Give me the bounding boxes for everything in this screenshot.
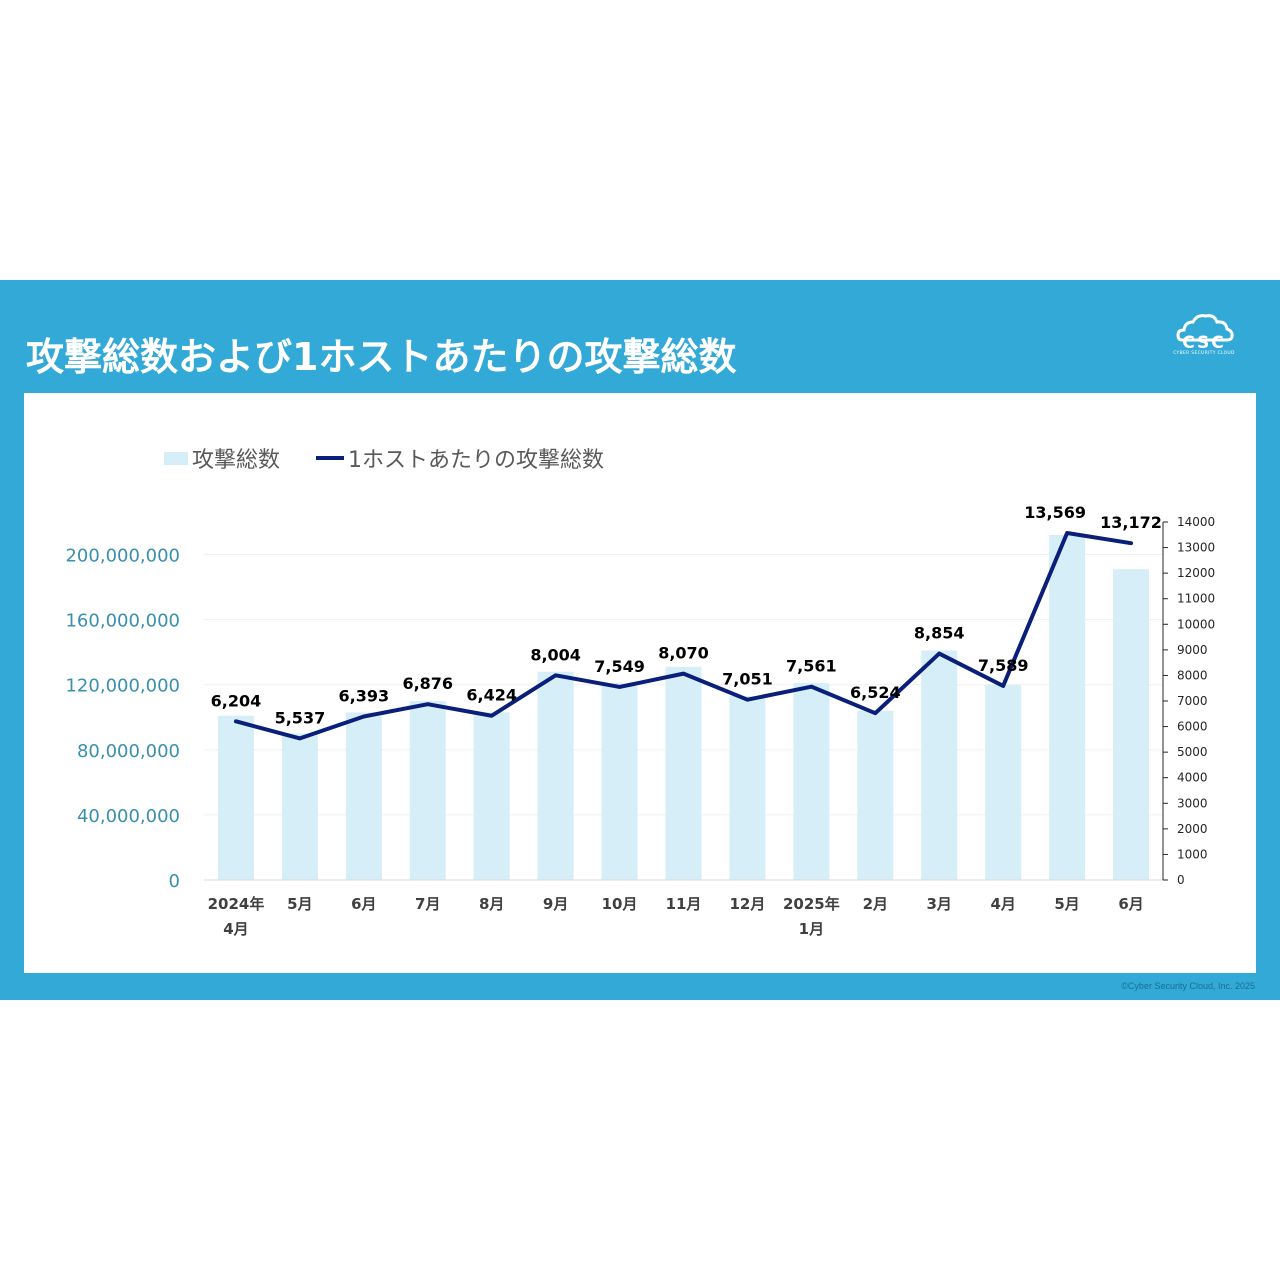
right-axis-tick-label: 6000 xyxy=(1177,720,1208,734)
data-label: 6,204 xyxy=(211,691,262,710)
right-axis-tick-label: 10000 xyxy=(1177,617,1215,631)
right-axis-tick-label: 4000 xyxy=(1177,771,1208,785)
left-axis-tick-label: 40,000,000 xyxy=(77,806,180,827)
data-label: 13,172 xyxy=(1100,513,1162,532)
x-axis-tick-label: 9月 xyxy=(543,895,568,913)
page-title: 攻撃総数および1ホストあたりの攻撃総数 xyxy=(26,335,737,379)
data-label: 6,393 xyxy=(339,687,390,706)
x-axis-labels: 2024年 4月 5月 6月 7月 8月 9月 10月 11月 12月 2025年 1月 2月 3月 4月 5… xyxy=(208,895,1144,938)
bar xyxy=(985,684,1022,880)
data-label: 6,876 xyxy=(402,674,453,693)
bar xyxy=(217,715,254,880)
right-axis-tick-label: 11000 xyxy=(1177,592,1215,606)
bar xyxy=(537,671,574,880)
right-axis-tick-label: 13000 xyxy=(1177,541,1215,555)
data-label: 7,549 xyxy=(594,657,645,676)
x-axis-tick-label: 4月 xyxy=(223,920,248,938)
bar xyxy=(921,650,958,880)
data-label: 6,524 xyxy=(850,683,901,702)
x-axis-tick-label: 3月 xyxy=(927,895,952,913)
bar xyxy=(409,701,446,880)
right-axis-tick-label: 2000 xyxy=(1177,822,1208,836)
data-label: 6,424 xyxy=(466,686,517,705)
right-axis-tick-label: 5000 xyxy=(1177,745,1208,759)
data-label: 13,569 xyxy=(1024,503,1086,522)
page-number-mark xyxy=(1240,964,1243,970)
left-axis-labels: 0 40,000,000 80,000,000 120,000,000 160,000,… xyxy=(65,546,180,892)
x-axis-tick-label: 2025年 xyxy=(783,895,840,913)
logo-text: CSC xyxy=(1182,333,1226,353)
right-axis-tick-label: 1000 xyxy=(1177,847,1208,861)
x-axis-tick-label: 5月 xyxy=(287,895,312,913)
left-axis-tick-label: 160,000,000 xyxy=(65,611,180,632)
logo-subtext: CYBER SECURITY CLOUD xyxy=(1173,351,1235,356)
data-label: 8,004 xyxy=(530,645,581,664)
data-label: 7,561 xyxy=(786,657,837,676)
bar xyxy=(665,666,702,880)
x-axis-tick-label: 12月 xyxy=(729,895,765,913)
bar xyxy=(601,683,638,880)
bar-series xyxy=(217,535,1150,880)
right-axis-tick-label: 9000 xyxy=(1177,643,1208,657)
series-line xyxy=(233,531,1134,741)
bar xyxy=(281,733,318,880)
legend: 攻撃総数 1ホストあたりの攻撃総数 xyxy=(164,448,604,473)
right-axis-labels: 0 1000 2000 3000 4000 5000 6000 7000 8000 9000 100… xyxy=(1163,515,1215,887)
right-axis-tick-label: 14000 xyxy=(1177,515,1215,529)
legend-bar-swatch xyxy=(164,452,188,465)
data-label: 5,537 xyxy=(275,708,326,727)
line-series xyxy=(233,531,1134,741)
bar xyxy=(857,710,894,880)
x-axis-tick-label: 2024年 xyxy=(208,895,265,913)
legend-bar-label: 攻撃総数 xyxy=(192,448,280,473)
left-axis-tick-label: 0 xyxy=(169,871,180,892)
x-axis-tick-label: 6月 xyxy=(351,895,376,913)
x-axis-tick-label: 10月 xyxy=(602,895,638,913)
bar xyxy=(1113,569,1150,880)
left-axis-tick-label: 200,000,000 xyxy=(65,546,180,567)
data-label: 7,051 xyxy=(722,670,773,689)
data-labels: 6,204 5,537 6,393 6,876 6,424 8,004 7,549 8,070… xyxy=(211,503,1162,727)
bar xyxy=(1049,535,1086,880)
copyright-text: ©Cyber Security Cloud, Inc. 2025 xyxy=(1121,981,1255,991)
x-axis-tick-label: 6月 xyxy=(1118,895,1143,913)
right-axis-tick-label: 12000 xyxy=(1177,566,1215,580)
x-axis-tick-label: 5月 xyxy=(1054,895,1079,913)
bar xyxy=(729,696,766,880)
left-axis-tick-label: 120,000,000 xyxy=(65,676,180,697)
right-axis-tick-label: 3000 xyxy=(1177,796,1208,810)
bar xyxy=(473,712,510,880)
data-label: 7,589 xyxy=(978,656,1029,675)
data-label: 8,854 xyxy=(914,624,965,643)
cloud-logo-icon xyxy=(1176,314,1234,342)
x-axis-tick-label: 11月 xyxy=(666,895,702,913)
right-axis-tick-label: 8000 xyxy=(1177,668,1208,682)
legend-line-label: 1ホストあたりの攻撃総数 xyxy=(348,448,604,473)
data-label: 8,070 xyxy=(658,644,709,663)
x-axis-tick-label: 1月 xyxy=(799,920,824,938)
x-axis-tick-label: 4月 xyxy=(990,895,1015,913)
right-axis-tick-label: 7000 xyxy=(1177,694,1208,708)
x-axis-tick-label: 8月 xyxy=(479,895,504,913)
x-axis-tick-label: 2月 xyxy=(863,895,888,913)
bar xyxy=(793,683,830,880)
left-axis-tick-label: 80,000,000 xyxy=(77,741,180,762)
bar xyxy=(345,712,382,880)
x-axis-tick-label: 7月 xyxy=(415,895,440,913)
right-axis-tick-label: 0 xyxy=(1177,873,1185,887)
